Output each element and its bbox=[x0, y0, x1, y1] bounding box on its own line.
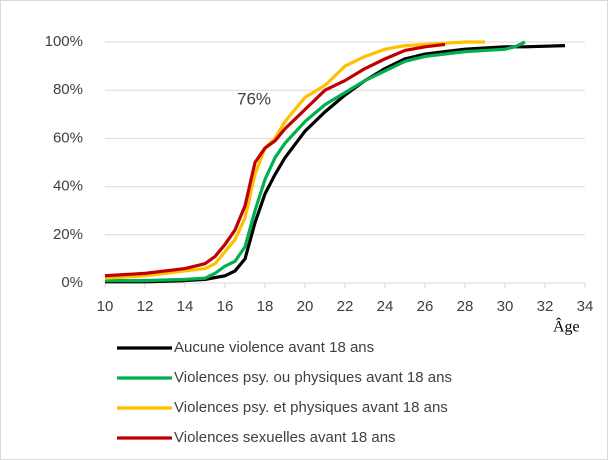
legend-label: Violences psy. ou physiques avant 18 ans bbox=[174, 369, 452, 386]
x-tick-label: 10 bbox=[97, 298, 114, 315]
x-tick-label: 30 bbox=[497, 298, 514, 315]
line-series bbox=[105, 40, 526, 283]
annotation: 76% bbox=[237, 89, 271, 108]
x-tick-label: 12 bbox=[137, 298, 154, 315]
y-tick-label: 60% bbox=[53, 129, 83, 146]
x-tick-label: 18 bbox=[257, 298, 274, 315]
y-tick-label: 80% bbox=[53, 81, 83, 98]
y-tick-label: 40% bbox=[53, 178, 83, 195]
y-tick-label: 0% bbox=[61, 274, 83, 291]
line-series bbox=[104, 40, 485, 280]
x-tick-label: 32 bbox=[537, 298, 554, 315]
y-tick-label: 20% bbox=[53, 226, 83, 243]
x-tick-label: 24 bbox=[377, 298, 394, 315]
legend-label: Violences sexuelles avant 18 ans bbox=[174, 429, 396, 446]
x-tick-label: 22 bbox=[337, 298, 354, 315]
y-tick-label: 100% bbox=[45, 33, 83, 50]
legend-label: Violences psy. et physiques avant 18 ans bbox=[174, 399, 448, 416]
line-series bbox=[105, 44, 566, 284]
x-tick-label: 26 bbox=[417, 298, 434, 315]
line-series bbox=[104, 42, 446, 278]
x-tick-label: 16 bbox=[217, 298, 234, 315]
x-tick-label: 28 bbox=[457, 298, 474, 315]
x-tick-label: 20 bbox=[297, 298, 314, 315]
legend-label: Aucune violence avant 18 ans bbox=[174, 339, 374, 356]
x-tick-label: 34 bbox=[577, 298, 594, 315]
x-tick-label: 14 bbox=[177, 298, 194, 315]
x-axis-label: Âge bbox=[553, 317, 580, 336]
